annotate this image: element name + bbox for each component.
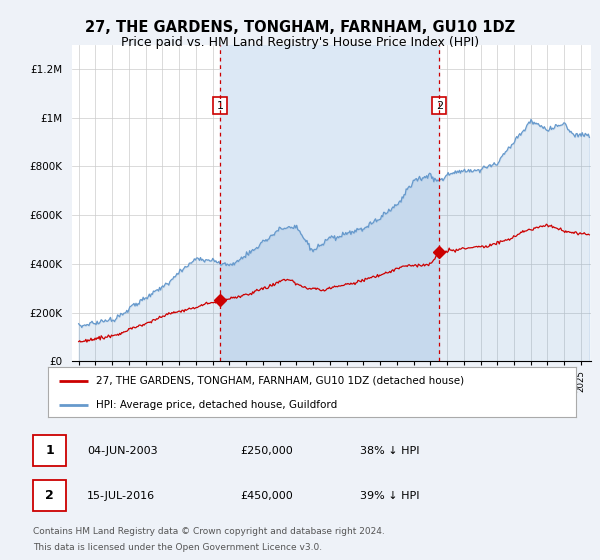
Text: 27, THE GARDENS, TONGHAM, FARNHAM, GU10 1DZ: 27, THE GARDENS, TONGHAM, FARNHAM, GU10 …: [85, 20, 515, 35]
Text: 04-JUN-2003: 04-JUN-2003: [87, 446, 158, 456]
Text: 15-JUL-2016: 15-JUL-2016: [87, 491, 155, 501]
Text: 1: 1: [45, 444, 54, 458]
Text: 2: 2: [436, 101, 443, 111]
Text: Contains HM Land Registry data © Crown copyright and database right 2024.: Contains HM Land Registry data © Crown c…: [33, 528, 385, 536]
Text: 2: 2: [45, 489, 54, 502]
Text: 38% ↓ HPI: 38% ↓ HPI: [360, 446, 419, 456]
Text: HPI: Average price, detached house, Guildford: HPI: Average price, detached house, Guil…: [95, 400, 337, 409]
Text: This data is licensed under the Open Government Licence v3.0.: This data is licensed under the Open Gov…: [33, 543, 322, 552]
Text: £250,000: £250,000: [240, 446, 293, 456]
Text: £450,000: £450,000: [240, 491, 293, 501]
Text: 1: 1: [217, 101, 223, 111]
FancyBboxPatch shape: [33, 480, 66, 511]
Text: 27, THE GARDENS, TONGHAM, FARNHAM, GU10 1DZ (detached house): 27, THE GARDENS, TONGHAM, FARNHAM, GU10 …: [95, 376, 464, 386]
FancyBboxPatch shape: [33, 436, 66, 466]
Text: Price paid vs. HM Land Registry's House Price Index (HPI): Price paid vs. HM Land Registry's House …: [121, 36, 479, 49]
Text: 39% ↓ HPI: 39% ↓ HPI: [360, 491, 419, 501]
